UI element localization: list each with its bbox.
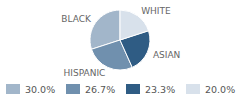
legend-label: 23.3% bbox=[145, 84, 175, 95]
legend-label: 26.7% bbox=[85, 84, 115, 95]
legend-label: 20.0% bbox=[205, 84, 235, 95]
legend-swatch bbox=[186, 84, 200, 94]
slice-label: BLACK bbox=[61, 14, 92, 24]
slice-label: ASIAN bbox=[153, 50, 180, 60]
slice-label: HISPANIC bbox=[64, 68, 106, 78]
pie bbox=[90, 10, 150, 70]
legend-swatch bbox=[66, 84, 80, 94]
chart: BLACK HISPANIC ASIAN WHITE 30.0% 26.7% 23.3% 20… bbox=[0, 0, 240, 100]
legend: 30.0% 26.7% 23.3% 20.0% bbox=[6, 84, 235, 95]
slice-label: WHITE bbox=[141, 6, 171, 16]
legend-swatch bbox=[6, 84, 20, 94]
legend-swatch bbox=[126, 84, 140, 94]
legend-label: 30.0% bbox=[25, 84, 55, 95]
